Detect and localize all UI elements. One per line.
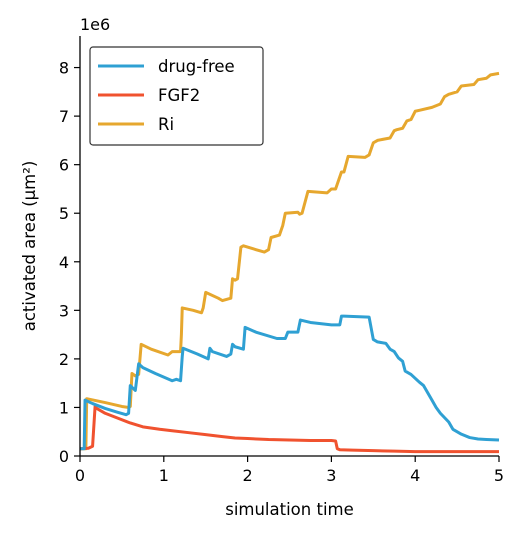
y-tick-label: 7 [59, 107, 69, 126]
legend: drug-free FGF2 Ri [90, 47, 263, 145]
x-tick-label: 2 [243, 466, 253, 485]
y-tick-label: 5 [59, 204, 69, 223]
legend-label: drug-free [158, 57, 235, 76]
x-tick-label: 3 [326, 466, 336, 485]
series-line-drug-free [80, 316, 499, 449]
x-axis-label: simulation time [225, 500, 354, 519]
y-tick-label: 2 [59, 350, 69, 369]
y-tick-label: 0 [59, 447, 69, 466]
y-axis-label: activated area (μm²) [20, 161, 39, 332]
x-tick-label: 5 [494, 466, 504, 485]
legend-label: Ri [158, 115, 174, 134]
x-tick-label: 0 [75, 466, 85, 485]
series-line-fgf2 [80, 406, 499, 451]
x-tick-label: 4 [410, 466, 420, 485]
y-tick-label: 4 [59, 253, 69, 272]
y-offset-label: 1e6 [80, 15, 110, 34]
y-tick-label: 8 [59, 59, 69, 78]
y-tick-label: 6 [59, 156, 69, 175]
y-ticks: 0 1 2 3 4 5 6 7 8 [59, 59, 80, 466]
legend-label: FGF2 [158, 86, 200, 105]
y-tick-label: 3 [59, 301, 69, 320]
x-tick-label: 1 [159, 466, 169, 485]
y-tick-label: 1 [59, 398, 69, 417]
x-ticks: 0 1 2 3 4 5 [75, 456, 504, 485]
